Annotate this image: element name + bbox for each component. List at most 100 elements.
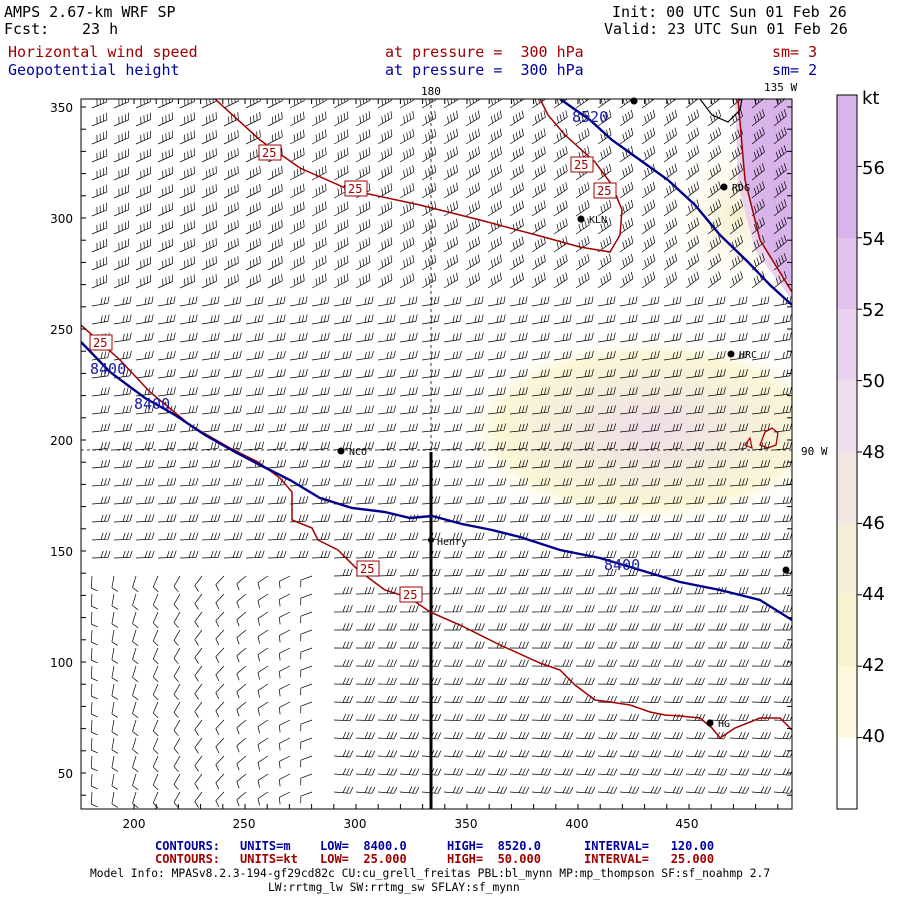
wind-barb xyxy=(619,459,639,469)
wind-barb xyxy=(377,659,397,667)
field2-level: at pressure = 300 hPa xyxy=(385,61,584,79)
wind-barb xyxy=(157,387,176,397)
wind-barb xyxy=(355,219,371,235)
wind-barb xyxy=(663,127,678,145)
wind-barb xyxy=(201,550,221,559)
wind-barb xyxy=(729,731,750,740)
wind-barb xyxy=(355,496,375,505)
wind-barb xyxy=(773,145,787,163)
wind-barb xyxy=(663,659,683,667)
wind-barb xyxy=(157,550,177,559)
wind-barb xyxy=(619,405,638,415)
wind-barb xyxy=(553,768,574,776)
wind-barb xyxy=(421,423,441,433)
wind-barb xyxy=(553,110,568,127)
wind-barb xyxy=(113,441,133,451)
wind-barb xyxy=(597,405,616,415)
wind-barb xyxy=(333,568,353,577)
wind-barb xyxy=(157,405,176,415)
wind-barb xyxy=(509,713,530,722)
wind-barb xyxy=(215,665,225,682)
wind-barb xyxy=(377,255,393,271)
wind-barb xyxy=(729,550,749,559)
wind-barb xyxy=(113,477,133,487)
wind-barb xyxy=(487,713,508,722)
wind-barb xyxy=(135,166,152,181)
wind-barb xyxy=(201,314,220,325)
wind-barb xyxy=(91,550,111,559)
wind-barb xyxy=(597,441,617,451)
field2-name: Geopotential height xyxy=(8,61,180,79)
y-tick-label: 350 xyxy=(50,101,73,115)
wind-barb xyxy=(509,99,524,109)
wind-barb xyxy=(597,109,612,127)
wind-barb xyxy=(223,477,243,487)
wind-barb xyxy=(509,441,529,451)
wind-barb xyxy=(201,112,217,127)
wind-barb xyxy=(179,514,199,523)
wind-barb xyxy=(111,665,119,682)
wind-barb xyxy=(598,623,617,631)
wind-barb xyxy=(619,235,634,253)
colorbar-label: 52 xyxy=(862,300,885,321)
wind-barb xyxy=(257,791,269,806)
wind-barb xyxy=(267,441,287,451)
wind-barb xyxy=(278,575,291,589)
wind-barb xyxy=(729,459,749,469)
wind-barb xyxy=(152,755,159,773)
wind-barb xyxy=(773,127,787,145)
wind-barb xyxy=(173,773,181,791)
wind-barb xyxy=(311,219,327,235)
wind-barb xyxy=(531,695,552,703)
wind-barb xyxy=(619,163,634,181)
wind-barb xyxy=(179,332,198,343)
wind-barb xyxy=(465,695,486,703)
wind-barb xyxy=(619,253,634,271)
wind-barb xyxy=(311,368,330,379)
wind-barb xyxy=(487,405,506,415)
wind-barb xyxy=(597,235,612,253)
wind-barb xyxy=(531,146,546,163)
wind-barb xyxy=(729,532,749,541)
wind-barb xyxy=(751,586,771,595)
y-tick-label: 150 xyxy=(50,545,73,559)
wind-barb xyxy=(355,165,371,181)
height-contour-8400 xyxy=(81,341,792,622)
wind-barb xyxy=(289,129,305,145)
wind-barb xyxy=(355,296,374,307)
wind-barb xyxy=(300,701,313,714)
wind-barb xyxy=(113,274,130,289)
wind-barb xyxy=(443,477,463,487)
wind-barb xyxy=(553,731,574,740)
wind-barb xyxy=(575,586,595,595)
wind-barb xyxy=(111,791,119,808)
wind-barb xyxy=(443,182,459,199)
wind-barb xyxy=(135,238,152,253)
wind-barb xyxy=(663,350,682,361)
wind-barb xyxy=(487,110,502,127)
wind-barb xyxy=(223,238,239,253)
wind-barb xyxy=(173,683,181,701)
wind-barb xyxy=(245,477,265,487)
wind-barb xyxy=(135,368,154,379)
wind-barb xyxy=(773,677,792,685)
wind-barb xyxy=(355,99,371,109)
wind-barb xyxy=(91,532,111,541)
wind-barb xyxy=(311,459,331,469)
wind-barb xyxy=(531,272,546,289)
wind-barb xyxy=(355,786,376,794)
wind-barb xyxy=(113,99,130,109)
wind-barb xyxy=(729,314,748,325)
wind-barb xyxy=(179,441,199,451)
wind-barb xyxy=(641,314,660,325)
colorbar-segment xyxy=(837,95,857,167)
wind-barb xyxy=(487,236,502,253)
wind-barb xyxy=(179,477,199,487)
wind-barb xyxy=(531,350,550,361)
wind-barb xyxy=(575,368,594,379)
wind-barb xyxy=(487,332,506,343)
wind-barb xyxy=(729,496,749,505)
wind-barb xyxy=(91,459,111,469)
wind-barb xyxy=(707,731,728,740)
wind-barb xyxy=(597,659,617,667)
